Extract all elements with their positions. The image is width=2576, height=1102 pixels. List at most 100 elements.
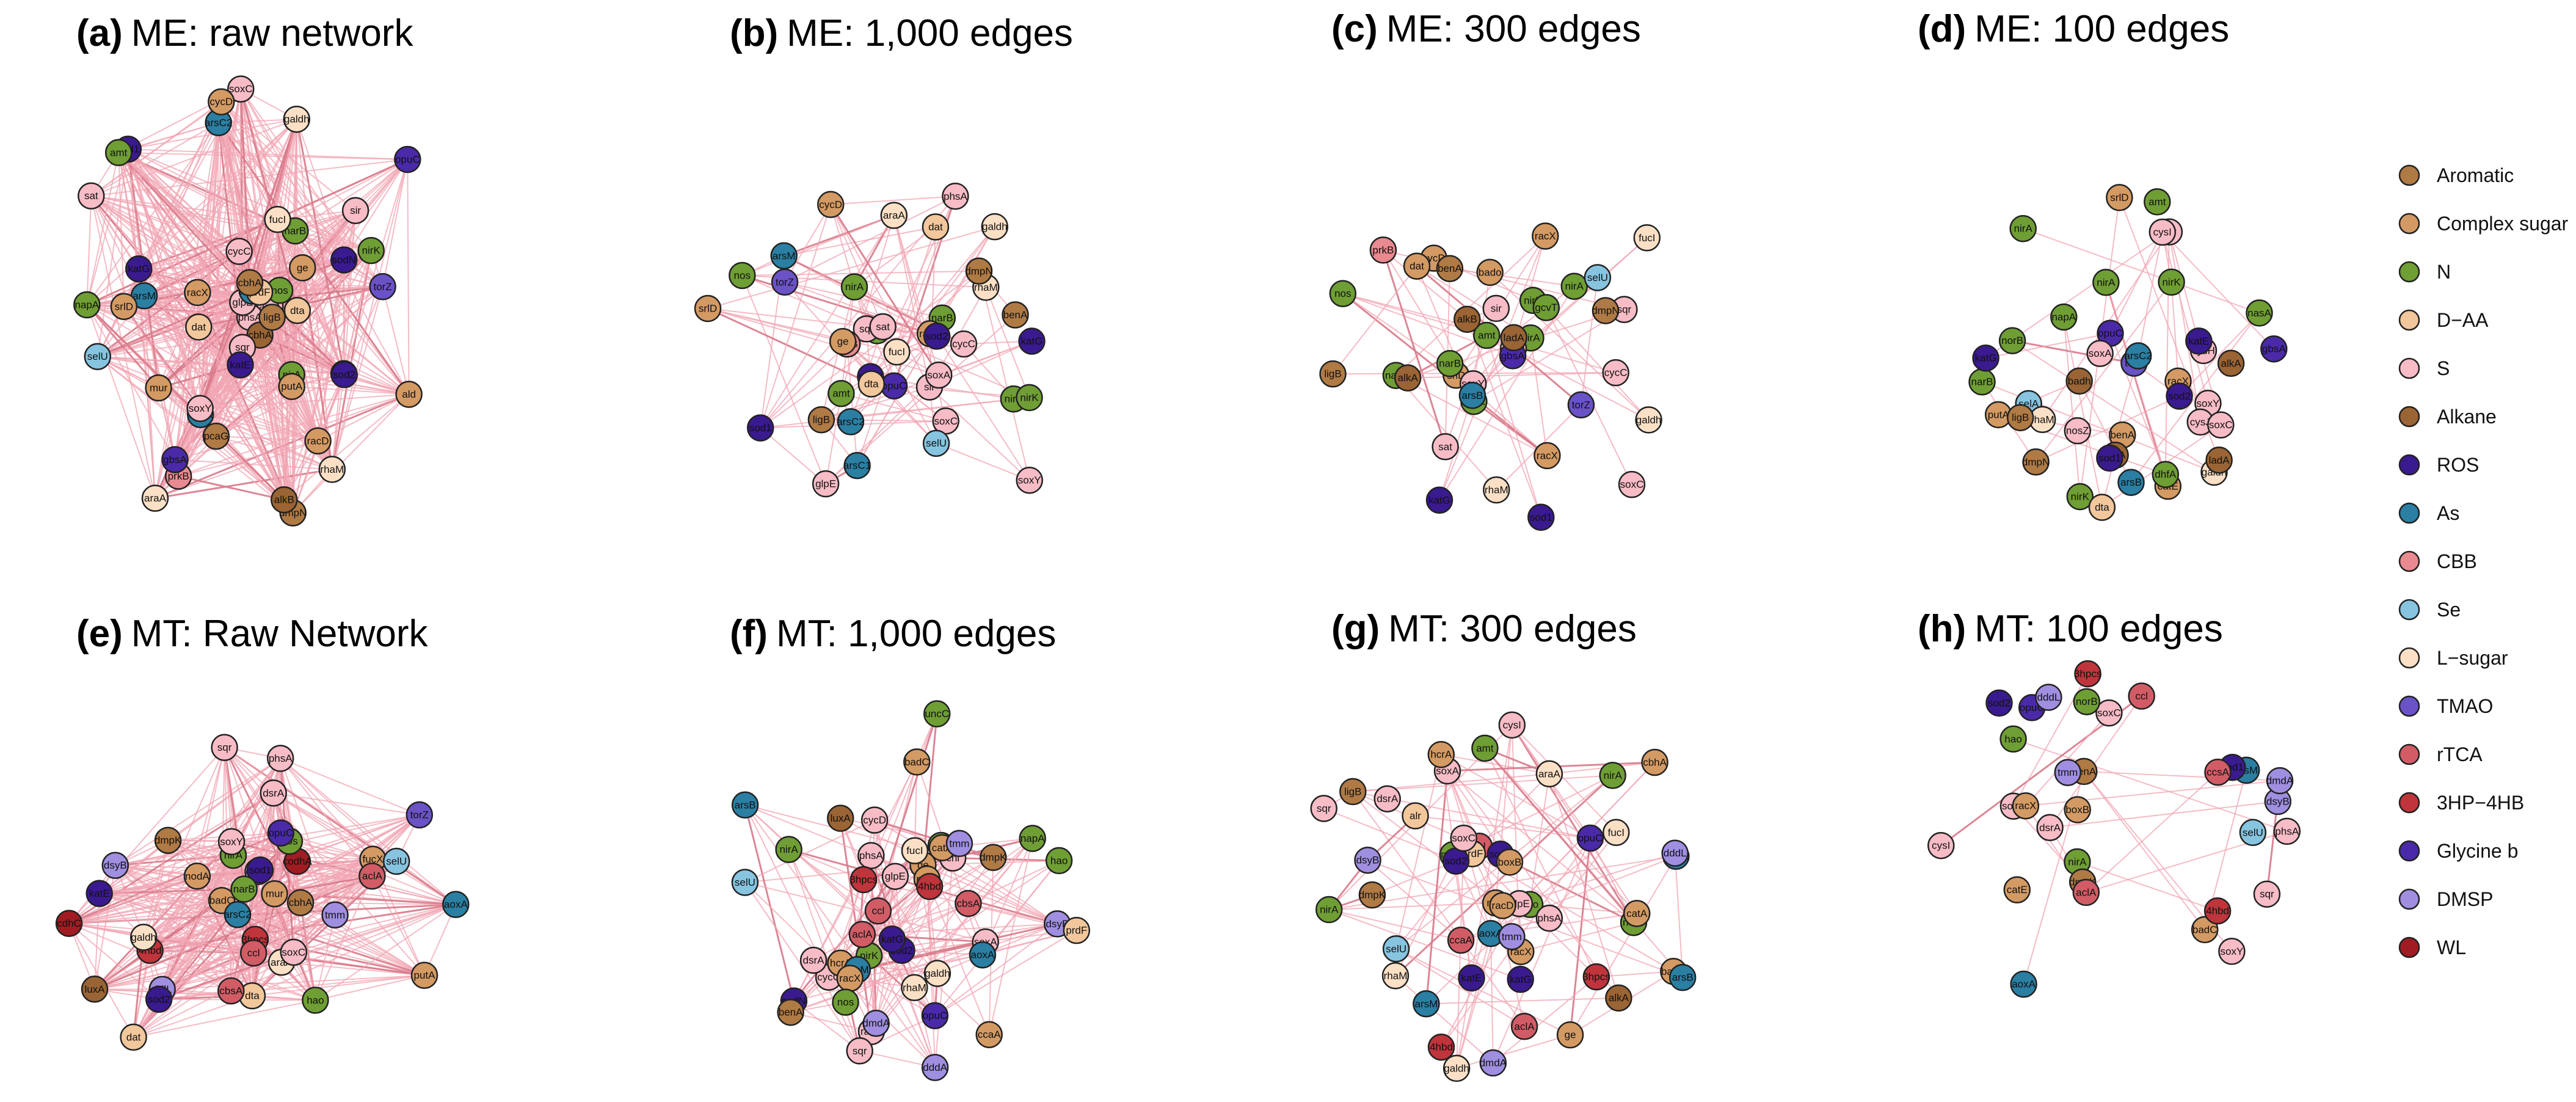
legend-item: TMAO	[2398, 695, 2493, 717]
node-label: torZ	[1572, 399, 1590, 411]
network-node: hao	[1045, 847, 1073, 875]
network-node: boxB	[2064, 796, 2091, 823]
network-edge	[978, 271, 1030, 481]
node-label: amt	[1478, 330, 1496, 341]
network-node: nirK	[357, 236, 385, 265]
network-node: selU	[2239, 819, 2267, 847]
network-edge	[2035, 282, 2172, 462]
node-label: benA	[1438, 263, 1462, 274]
network-edge	[199, 119, 298, 409]
node-label: luxA	[831, 812, 851, 824]
node-circle	[1534, 442, 1561, 470]
node-circle	[1403, 252, 1431, 280]
node-label: ald	[402, 389, 416, 400]
network-node: alkA	[1394, 364, 1422, 392]
network-node: sat	[78, 182, 105, 210]
network-node: sat	[869, 313, 897, 341]
node-circle	[283, 105, 311, 133]
node-label: dat	[126, 1031, 141, 1043]
network-edge	[2012, 340, 2215, 473]
network-node: mur	[261, 880, 288, 908]
network-node: soxC	[1450, 824, 1477, 852]
network-node: nirA	[2009, 214, 2037, 243]
node-label: galdh	[925, 968, 950, 979]
node-label: hcrA	[1430, 749, 1452, 761]
node-circle	[883, 338, 911, 366]
network-node: norB	[2073, 688, 2101, 715]
node-label: dat	[928, 221, 943, 233]
node-circle	[2185, 327, 2213, 355]
node-label: sir	[350, 205, 361, 216]
node-label: alr	[1410, 810, 1421, 822]
network-node: araA	[880, 202, 908, 229]
node-label: aoxA	[444, 899, 468, 910]
network-edge	[144, 295, 285, 500]
node-circle	[145, 374, 172, 402]
network-node: ligB	[807, 406, 835, 434]
node-label: narB	[1971, 376, 1993, 388]
network-node: nirA	[840, 273, 868, 301]
network-node: dsyB	[101, 852, 129, 879]
node-label: norB	[2076, 696, 2098, 707]
network-node: dmpN	[965, 257, 993, 285]
network-edge	[1486, 335, 1542, 518]
node-circle	[141, 484, 169, 512]
node-label: katG	[1428, 494, 1450, 506]
legend-item: 3HP−4HB	[2398, 792, 2524, 814]
network-node: racX	[2012, 792, 2040, 820]
node-label: katE	[89, 888, 110, 899]
node-label: dta	[245, 990, 260, 1002]
network-edge	[760, 343, 848, 429]
node-circle	[981, 213, 1009, 241]
node-label: araA	[883, 210, 906, 221]
node-label: rhaM	[320, 464, 344, 475]
node-label: ccaA	[978, 1029, 1001, 1040]
network-edge	[829, 203, 940, 376]
network-node: arsM	[130, 282, 158, 310]
node-label: phsA	[1538, 913, 1562, 924]
network-edge	[97, 326, 199, 357]
panel-title-b: (b) ME: 1,000 edges	[730, 12, 1073, 54]
network-node: ccl	[864, 897, 892, 925]
network-edge	[296, 119, 346, 375]
network-node: fucI	[264, 206, 291, 233]
network-edge	[86, 304, 285, 501]
network-node: torZ	[771, 268, 799, 296]
node-label: dmpK	[980, 852, 1007, 863]
network-edge	[1466, 319, 1542, 518]
node-label: soxA	[2089, 348, 2112, 359]
node-circle	[1532, 222, 1559, 250]
legend-label: CBB	[2437, 550, 2477, 572]
node-label: cbhA	[248, 329, 272, 341]
network-edge	[175, 459, 332, 470]
network-node: phsA	[1535, 904, 1563, 932]
network-panel-e: 4hbdnirA3hpcsddlLdsyBdsrAputAtmmdddAaoxA…	[55, 734, 470, 1051]
node-circle	[1476, 258, 1504, 286]
node-circle	[2148, 218, 2177, 246]
node-circle	[812, 470, 840, 498]
network-edge	[318, 393, 410, 442]
network-edge	[831, 195, 956, 205]
network-node: hao	[302, 987, 329, 1014]
network-node: prkB	[1369, 236, 1397, 264]
node-label: cycD	[819, 199, 842, 210]
network-panel-d: putAsqrnarBgbsAsrlDnirAnirKnosZcysInirAg…	[1968, 184, 2288, 521]
node-label: nirA	[2068, 856, 2087, 867]
node-label: arsC2	[837, 416, 864, 428]
node-circle	[771, 268, 799, 296]
network-node: alkA	[2217, 349, 2245, 378]
network-edge	[343, 159, 409, 375]
legend-label: WL	[2437, 936, 2466, 958]
node-label: putA	[1988, 409, 2010, 420]
network-node: nirA	[1315, 896, 1343, 924]
legend-label: DMSP	[2437, 888, 2493, 910]
network-node: hcrA	[1427, 740, 1455, 768]
network-edge	[707, 226, 995, 309]
panel-caption-f: MT: 1,000 edges	[776, 613, 1056, 655]
node-label: soxY	[2197, 398, 2220, 409]
network-edge	[2063, 316, 2081, 497]
network-node: nirA	[1599, 762, 1626, 789]
network-node: soxC	[280, 938, 308, 966]
panel-caption-h: MT: 100 edges	[1974, 608, 2223, 650]
node-label: soxC	[282, 946, 305, 958]
